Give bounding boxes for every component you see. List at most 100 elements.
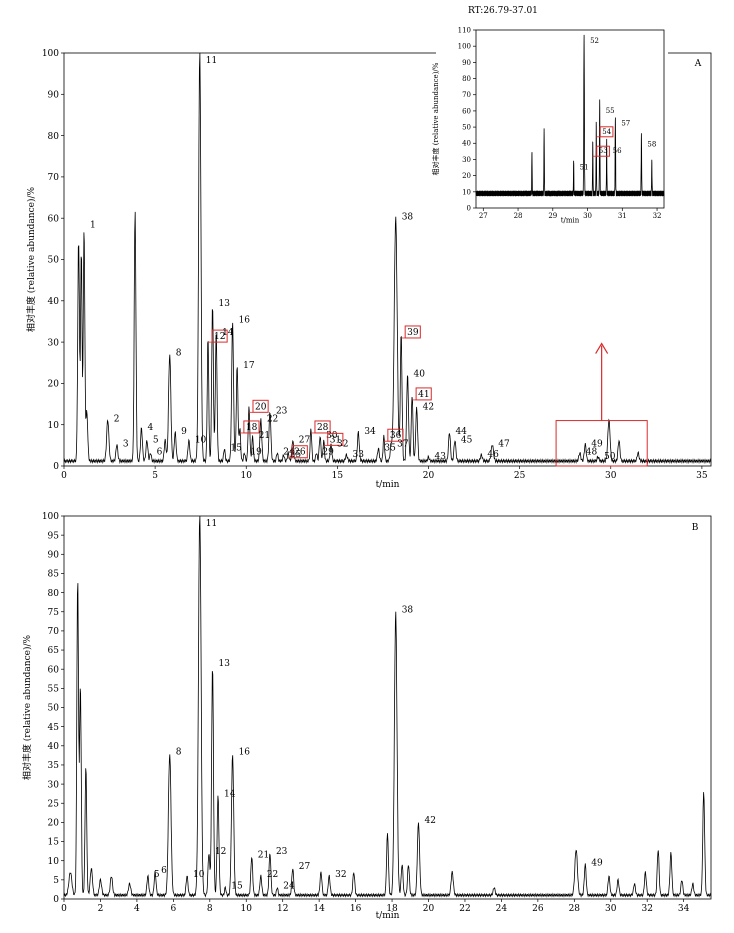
peak-label: 33 xyxy=(352,450,364,460)
y-tick-label: 10 xyxy=(48,421,60,431)
peak-label-box xyxy=(415,387,432,401)
peak-label: 15 xyxy=(230,444,242,454)
peak-label: 15 xyxy=(231,881,243,891)
y-tick-label: 0 xyxy=(53,895,59,905)
x-tick-label: 18 xyxy=(386,904,398,914)
peak-label: 11 xyxy=(206,519,217,529)
peak-label: 6 xyxy=(161,866,167,876)
plot-frame xyxy=(63,515,712,900)
y-tick-label: 25 xyxy=(48,799,60,809)
peak-label: 41 xyxy=(418,390,429,400)
peak-label: 53 xyxy=(599,147,608,155)
x-tick-label: 22 xyxy=(459,904,470,914)
peak-label: 51 xyxy=(580,163,589,171)
peak-label: 10 xyxy=(195,435,207,445)
y-tick-label: 20 xyxy=(462,172,471,180)
peak-label: 34 xyxy=(364,427,376,437)
peak-label: 17 xyxy=(243,361,255,371)
peak-label: 1 xyxy=(90,221,96,231)
plot-frame xyxy=(475,29,665,209)
y-tick-label: 60 xyxy=(48,665,60,675)
peak-label: 54 xyxy=(602,128,611,136)
peak-label: 2 xyxy=(114,415,120,425)
peak-label: 28 xyxy=(317,423,329,433)
chromatogram-trace xyxy=(475,34,665,197)
peak-label: 13 xyxy=(219,659,231,669)
y-tick-label: 60 xyxy=(48,214,60,224)
y-tick-label: 70 xyxy=(48,627,60,637)
peak-label: 20 xyxy=(255,402,267,412)
x-tick-label: 10 xyxy=(241,904,253,914)
y-tick-label: 70 xyxy=(48,173,60,183)
peak-label: 38 xyxy=(402,606,414,616)
peak-label: 38 xyxy=(402,212,414,222)
y-tick-label: 90 xyxy=(48,550,60,560)
x-tick-label: 30 xyxy=(583,212,592,220)
x-tick-label: 30 xyxy=(605,904,617,914)
y-tick-label: 80 xyxy=(462,75,471,83)
y-tick-label: 5 xyxy=(53,876,59,886)
peak-label: 42 xyxy=(423,402,434,412)
peak-label: 58 xyxy=(647,141,656,149)
y-tick-label: 90 xyxy=(462,59,471,67)
peak-label-box xyxy=(327,432,344,446)
peak-label: 50 xyxy=(604,452,616,462)
y-tick-label: 35 xyxy=(48,761,60,771)
y-tick-label: 100 xyxy=(42,49,59,59)
peak-label: 35 xyxy=(384,444,396,454)
x-tick-label: 29 xyxy=(548,212,557,220)
peak-label: 23 xyxy=(276,406,288,416)
x-tick-label: 0 xyxy=(61,904,67,914)
y-tick-label: 10 xyxy=(48,857,60,867)
x-tick-label: 27 xyxy=(479,212,488,220)
peak-label: 14 xyxy=(224,789,236,799)
peak-label: 24 xyxy=(283,448,295,458)
peak-label: 25 xyxy=(290,450,302,460)
x-tick-label: 24 xyxy=(496,904,508,914)
peak-label: 22 xyxy=(267,870,278,880)
peak-label: 42 xyxy=(424,816,435,826)
y-tick-label: 90 xyxy=(48,90,60,100)
x-axis-title: t/min xyxy=(376,911,400,921)
peak-label: 12 xyxy=(215,847,226,857)
x-tick-label: 12 xyxy=(277,904,288,914)
y-tick-label: 80 xyxy=(48,589,60,599)
peak-label: 16 xyxy=(239,316,251,326)
y-tick-label: 50 xyxy=(48,704,60,714)
y-tick-label: 110 xyxy=(458,26,471,34)
peak-label-box xyxy=(387,428,404,442)
peak-label: 36 xyxy=(390,431,402,441)
chart-title: RT:26.79-37.01 xyxy=(468,6,538,16)
peak-label: 55 xyxy=(606,107,615,115)
y-tick-label: 15 xyxy=(48,838,60,848)
peak-label: 12 xyxy=(214,332,225,342)
y-tick-label: 30 xyxy=(48,780,60,790)
y-tick-label: 40 xyxy=(48,742,60,752)
peak-label: 24 xyxy=(283,881,295,891)
peak-label: 13 xyxy=(219,299,231,309)
peak-label: 21 xyxy=(259,431,270,441)
y-tick-label: 40 xyxy=(48,297,60,307)
x-tick-label: 32 xyxy=(641,904,652,914)
y-axis-title: 相对丰度 (relative abundance)/% xyxy=(25,186,37,332)
peak-label: 48 xyxy=(586,448,598,458)
peak-label: 44 xyxy=(455,427,467,437)
x-tick-label: 28 xyxy=(514,212,523,220)
y-tick-label: 45 xyxy=(48,723,60,733)
x-tick-label: 16 xyxy=(350,904,362,914)
peak-label: 10 xyxy=(193,870,205,880)
peak-label: 9 xyxy=(181,427,187,437)
panel-b-chart: 0510152025303540455055606570758085909510… xyxy=(21,512,712,921)
peak-label: 3 xyxy=(123,439,129,449)
peak-label: 8 xyxy=(176,747,182,757)
x-tick-label: 8 xyxy=(207,904,213,914)
x-tick-label: 2 xyxy=(98,904,104,914)
peak-label-box xyxy=(599,126,614,138)
y-axis-title: 相对丰度 (relative abundance)/% xyxy=(431,62,440,175)
peak-label: 11 xyxy=(206,56,217,66)
y-tick-label: 30 xyxy=(48,338,60,348)
peak-label: 32 xyxy=(335,870,346,880)
y-tick-label: 80 xyxy=(48,132,60,142)
peak-label: 49 xyxy=(591,858,603,868)
